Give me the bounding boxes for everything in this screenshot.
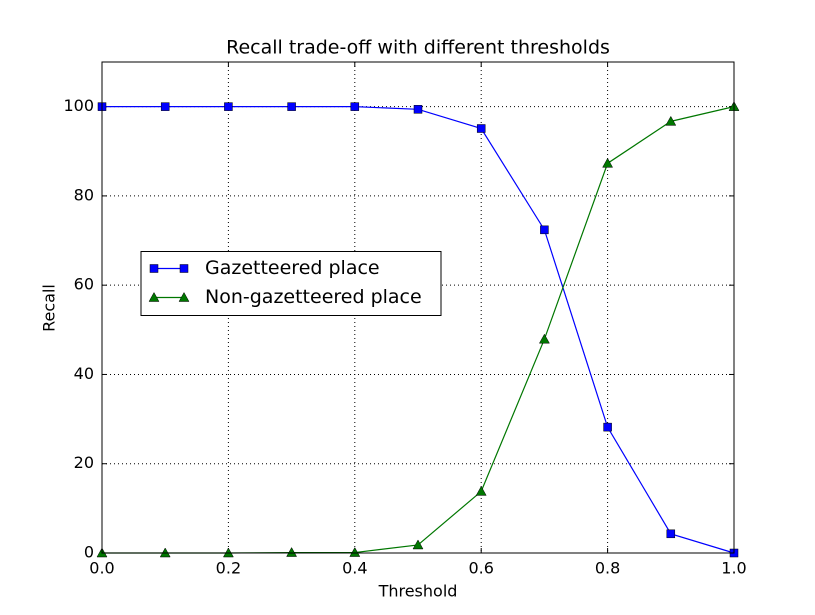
marker <box>350 102 360 111</box>
x-tick-label: 0.0 <box>89 559 114 578</box>
x-tick-label: 0.8 <box>595 559 620 578</box>
y-tick-label: 60 <box>74 275 94 294</box>
marker <box>538 333 550 344</box>
marker <box>475 485 487 496</box>
y-axis-label: Recall <box>40 284 59 332</box>
legend-marker <box>178 291 190 302</box>
marker <box>412 539 424 550</box>
legend-label: Gazetteered place <box>205 257 380 279</box>
legend-marker <box>149 264 159 273</box>
legend-box <box>140 251 442 316</box>
legend-marker <box>148 291 160 302</box>
marker <box>224 102 233 111</box>
marker <box>287 102 296 111</box>
y-tick-label: 20 <box>74 453 94 472</box>
x-tick-label: 0.4 <box>342 559 367 578</box>
x-axis-label: Threshold <box>378 582 458 601</box>
y-tick-label: 0 <box>84 543 94 562</box>
legend-label: Non-gazetteered place <box>205 286 422 308</box>
marker <box>476 124 486 133</box>
marker <box>413 105 423 114</box>
y-tick-label: 100 <box>63 96 94 115</box>
x-tick-label: 1.0 <box>721 559 746 578</box>
legend-marker <box>179 264 189 273</box>
marker <box>666 529 676 539</box>
marker <box>540 225 549 235</box>
y-tick-label: 80 <box>74 185 94 204</box>
x-tick-label: 0.2 <box>216 559 241 578</box>
marker <box>160 102 170 111</box>
marker <box>349 547 361 557</box>
x-tick-label: 0.6 <box>468 559 493 578</box>
legend: Gazetteered place Non-gazetteered place <box>140 251 442 316</box>
marker <box>665 115 677 126</box>
marker <box>602 157 614 168</box>
plot-frame <box>101 61 735 554</box>
marker <box>286 547 298 557</box>
marker <box>603 422 612 432</box>
y-tick-label: 40 <box>74 364 94 383</box>
chart-title: Recall trade-off with different threshol… <box>226 37 610 59</box>
